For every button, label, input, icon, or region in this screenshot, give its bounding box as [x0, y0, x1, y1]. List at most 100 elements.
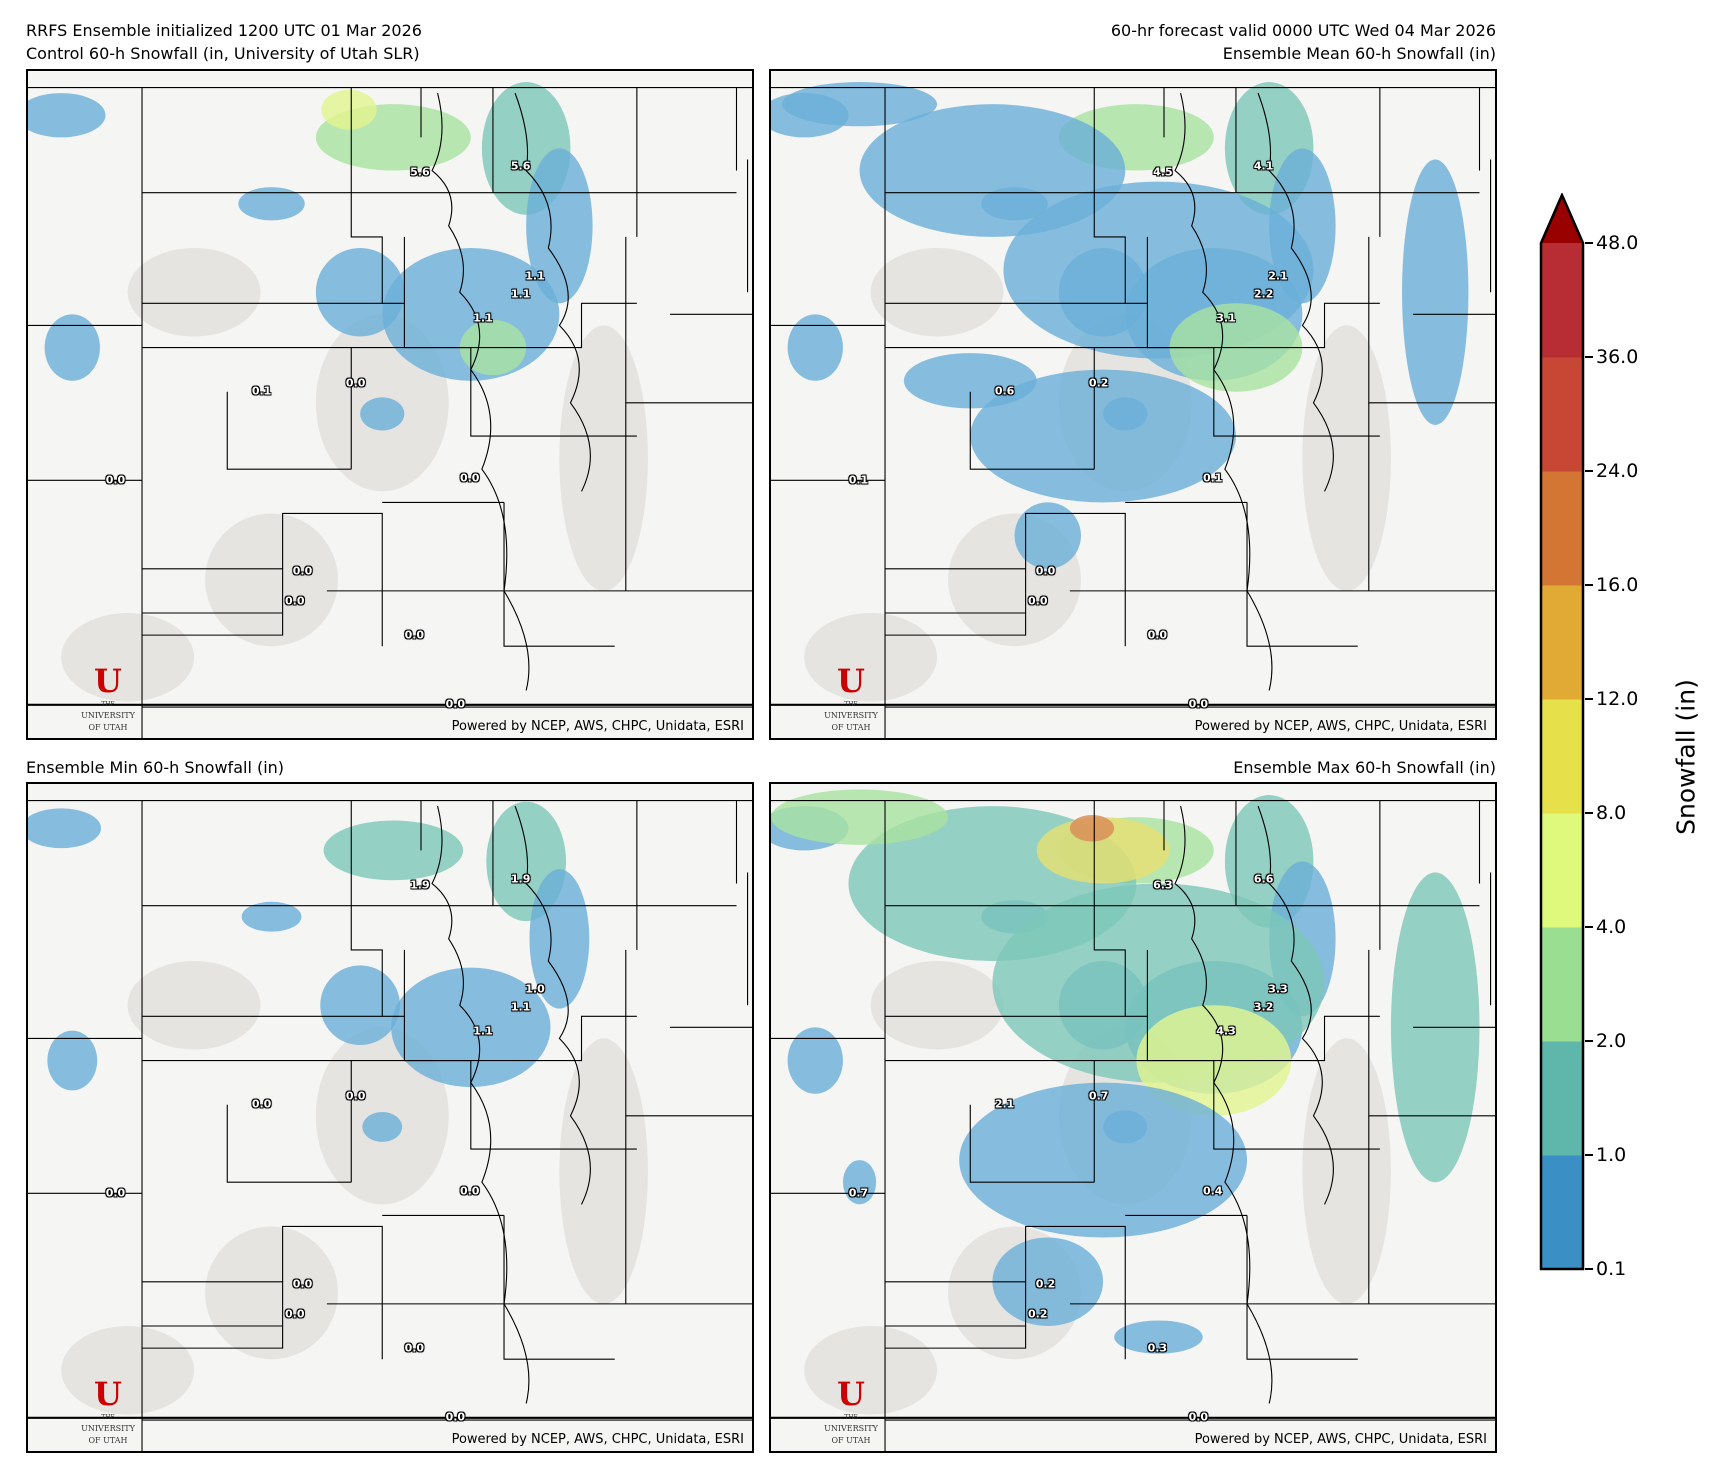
logo-of-utah: OF UTAH: [88, 1436, 128, 1445]
boundary-line: [1025, 1225, 1126, 1360]
boundary-line: [226, 391, 352, 470]
snowfall-contour: [47, 1030, 98, 1091]
colorbar-tick-mark: [1585, 242, 1593, 244]
colorbar-tick-label: 16.0: [1596, 574, 1639, 596]
terrain-shading: [127, 247, 261, 337]
boundary-line: [1174, 92, 1273, 691]
boundary-line: [470, 1060, 637, 1150]
terrain-shading: [205, 1226, 338, 1360]
snowfall-contour: [362, 1111, 403, 1142]
point-value-label: 1.9: [410, 878, 430, 892]
logo-the: THE: [844, 1414, 858, 1421]
point-value-label: 0.6: [994, 384, 1015, 398]
boundary-line: [1213, 1060, 1380, 1150]
map-panel-mean: 4.5 4.1 2.1 2.2 3.1 0.6 0.2 0.1 0.1 0.0 0.0 0.0 0.0 U…: [769, 69, 1497, 740]
point-value-label: 0.1: [251, 384, 272, 398]
boundary-line: [1257, 92, 1334, 492]
point-value-label: 2.2: [1253, 287, 1274, 301]
panel-title-max: Ensemble Max 60-h Snowfall (in): [1233, 758, 1496, 777]
boundary-line: [431, 92, 530, 691]
colorbar-segment: [1541, 699, 1583, 814]
snowfall-contour: [315, 247, 405, 337]
colorbar-tick-mark: [1585, 470, 1593, 472]
point-value-label: 1.1: [473, 1024, 493, 1038]
snowfall-contour: [391, 967, 551, 1088]
point-value-label: 0.0: [105, 1186, 126, 1200]
point-value-label: 1.0: [525, 982, 545, 996]
snowfall-contour: [771, 789, 949, 845]
boundary-line: [431, 805, 530, 1404]
map-panel-min: 1.9 1.9 1.0 1.1 1.1 0.0 0.0 0.0 0.0 0.0 0.0 0.0 0.0 U…: [26, 782, 754, 1453]
point-value-label: 0.0: [459, 1184, 480, 1198]
snowfall-contour: [1114, 1320, 1203, 1354]
colorbar-segment: [1541, 585, 1583, 700]
colorbar-tick-mark: [1585, 1268, 1593, 1270]
boundary-line: [142, 568, 284, 636]
snowfall-contour: [241, 901, 302, 932]
point-value-label: 2.1: [994, 1097, 1015, 1111]
logo-of-utah: OF UTAH: [831, 1436, 871, 1445]
boundary-line: [142, 1281, 284, 1349]
university-of-utah-logo: U THE UNIVERSITY OF UTAH: [66, 1375, 150, 1447]
terrain-shading: [127, 960, 261, 1050]
logo-university: UNIVERSITY: [81, 711, 135, 720]
logo-u: U: [837, 662, 865, 700]
snowfall-contour: [360, 397, 405, 431]
boundary-line: [1069, 1303, 1358, 1360]
terrain-shading: [870, 960, 1004, 1050]
logo-u: U: [837, 1375, 865, 1413]
logo-university: UNIVERSITY: [824, 1424, 878, 1433]
logo-u: U: [94, 662, 122, 700]
point-value-label: 0.0: [292, 564, 313, 578]
point-value-label: 0.1: [1202, 471, 1223, 485]
point-value-label: 0.0: [251, 1097, 272, 1111]
boundary-line: [625, 236, 752, 404]
snowfall-contour: [959, 1082, 1248, 1238]
snowfall-contour: [782, 82, 938, 127]
colorbar-extend-arrow: [1541, 195, 1583, 243]
point-value-label: 1.1: [510, 1000, 531, 1014]
snowfall-contour: [1402, 159, 1469, 425]
map-panel-control: 5.6 5.6 1.1 1.1 1.1 0.1 0.0 0.0 0.0 0.0 0.0 0.0 0.0 U…: [26, 69, 754, 740]
boundary-line: [403, 236, 637, 349]
data-credit: Powered by NCEP, AWS, CHPC, Unidata, ESR…: [1194, 719, 1487, 734]
colorbar-tick-label: 1.0: [1596, 1144, 1627, 1166]
colorbar-tick-label: 24.0: [1596, 460, 1639, 482]
panel-title-control: Control 60-h Snowfall (in, University of…: [26, 44, 420, 63]
panel-title-mean: Ensemble Mean 60-h Snowfall (in): [1222, 44, 1496, 63]
terrain-shading: [870, 247, 1004, 337]
point-value-label: 4.5: [1153, 165, 1173, 179]
colorbar: [1539, 193, 1585, 1271]
point-value-label: 6.3: [1153, 878, 1173, 892]
point-value-label: 0.7: [848, 1186, 869, 1200]
colorbar-segment: [1541, 243, 1583, 358]
boundary-line: [326, 590, 615, 647]
university-of-utah-logo: U THE UNIVERSITY OF UTAH: [809, 1375, 893, 1447]
logo-university: UNIVERSITY: [824, 711, 878, 720]
snowfall-contour: [903, 353, 1037, 409]
boundary-line: [226, 1104, 352, 1183]
colorbar-label: Snowfall (in): [1671, 679, 1701, 835]
point-value-label: 0.0: [445, 1410, 466, 1424]
colorbar-tick-label: 48.0: [1596, 232, 1639, 254]
boundary-line: [326, 1303, 615, 1360]
point-value-label: 0.0: [445, 697, 466, 711]
colorbar-tick-label: 0.1: [1596, 1258, 1627, 1280]
point-value-label: 3.2: [1253, 1000, 1274, 1014]
panel-title-min: Ensemble Min 60-h Snowfall (in): [26, 758, 285, 777]
point-value-label: 0.1: [848, 473, 869, 487]
colorbar-segment: [1541, 1155, 1583, 1270]
colorbar-segment: [1541, 357, 1583, 472]
snowfall-contour: [321, 89, 377, 130]
boundary-line: [514, 92, 591, 492]
snowfall-contour: [320, 965, 400, 1046]
data-credit: Powered by NCEP, AWS, CHPC, Unidata, ESR…: [451, 1432, 744, 1447]
colorbar-tick-label: 4.0: [1596, 916, 1627, 938]
boundary-line: [1257, 805, 1334, 1205]
point-value-label: 4.1: [1253, 159, 1274, 173]
terrain-shading: [205, 513, 338, 647]
colorbar-tick-mark: [1585, 812, 1593, 814]
map-canvas: [28, 82, 752, 738]
point-value-label: 3.3: [1268, 982, 1288, 996]
point-value-label: 1.1: [510, 287, 531, 301]
